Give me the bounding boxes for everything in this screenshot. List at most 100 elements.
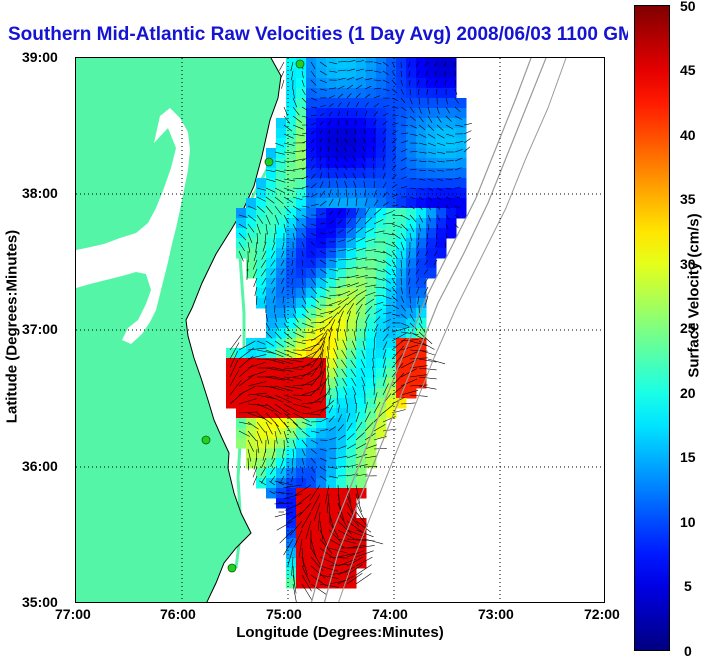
velocity-arrow [391, 304, 399, 310]
velocity-arrow [283, 304, 285, 314]
velocity-cell [296, 68, 307, 79]
velocity-arrow [409, 124, 418, 129]
velocity-cell [266, 428, 277, 439]
velocity-arrow [310, 156, 315, 162]
velocity-arrow [364, 198, 368, 207]
velocity-cell [296, 488, 307, 499]
velocity-arrow [408, 61, 411, 68]
velocity-arrow [382, 341, 388, 351]
velocity-cell [416, 58, 427, 69]
velocity-arrow [427, 142, 436, 147]
velocity-arrow [319, 367, 326, 387]
velocity-arrow [391, 88, 398, 94]
velocity-arrow [382, 128, 387, 135]
velocity-arrow [373, 448, 387, 450]
velocity-arrow [425, 61, 429, 66]
velocity-cell [296, 78, 307, 89]
velocity-cell [286, 308, 297, 319]
velocity-arrow [382, 232, 394, 236]
map-panel[interactable] [75, 57, 605, 603]
velocity-cell [396, 278, 407, 289]
velocity-arrow [346, 274, 359, 279]
velocity-cell [376, 108, 387, 119]
velocity-arrow [445, 124, 454, 130]
velocity-arrow [327, 375, 330, 387]
velocity-cell [316, 58, 327, 69]
velocity-cell [296, 328, 307, 339]
velocity-arrow [310, 407, 329, 414]
velocity-arrow [445, 223, 449, 229]
velocity-arrow [327, 155, 330, 162]
velocity-arrow [346, 422, 353, 432]
velocity-arrow [435, 241, 438, 248]
velocity-cell [386, 208, 397, 219]
velocity-cell [436, 138, 447, 149]
velocity-arrow [415, 259, 420, 266]
velocity-cell [316, 398, 327, 409]
velocity-cell [236, 228, 247, 239]
velocity-arrow [283, 115, 291, 124]
velocity-arrow [391, 338, 406, 351]
velocity-cell [336, 108, 347, 119]
velocity-cell [286, 108, 297, 119]
velocity-arrow [310, 164, 315, 171]
velocity-cell [316, 448, 327, 459]
velocity-arrow [409, 384, 428, 387]
velocity-arrow [418, 331, 433, 345]
velocity-arrow [310, 565, 326, 579]
velocity-arrow [333, 348, 339, 360]
velocity-arrow [427, 106, 431, 115]
velocity-cell [436, 148, 447, 159]
velocity-cell [296, 578, 307, 589]
velocity-arrow [301, 331, 316, 334]
velocity-cell [376, 278, 387, 289]
velocity-arrow [364, 284, 377, 288]
velocity-arrow [259, 480, 267, 486]
velocity-arrow [355, 93, 361, 99]
velocity-arrow [326, 365, 330, 378]
velocity-cell [316, 358, 327, 369]
velocity-arrow [355, 282, 368, 288]
velocity-cell [286, 218, 297, 229]
velocity-arrow [382, 277, 391, 284]
velocity-cell [386, 388, 397, 399]
velocity-cell [346, 208, 357, 219]
velocity-arrow [291, 277, 294, 285]
velocity-cell [356, 158, 367, 169]
velocity-cell [446, 88, 457, 99]
velocity-cell [266, 358, 277, 369]
velocity-arrow [417, 79, 420, 86]
velocity-cell [386, 58, 397, 69]
colorbar-tick-label: 40 [680, 127, 696, 143]
velocity-arrow [391, 174, 397, 180]
velocity-cell [366, 298, 377, 309]
velocity-cell [306, 188, 317, 199]
velocity-arrow [319, 121, 324, 126]
velocity-cell [296, 458, 307, 469]
velocity-arrow [247, 403, 267, 407]
velocity-cell [376, 358, 387, 369]
velocity-arrow [424, 259, 429, 266]
velocity-arrow [346, 310, 351, 324]
velocity-arrow [424, 250, 429, 257]
velocity-arrow [355, 421, 363, 432]
velocity-cell [336, 328, 347, 339]
velocity-cell [326, 428, 337, 439]
velocity-arrow [418, 106, 422, 114]
velocity-cell [366, 388, 377, 399]
velocity-arrow [346, 266, 359, 270]
velocity-cell [346, 578, 357, 589]
velocity-cell [306, 568, 317, 579]
velocity-arrow [355, 110, 358, 117]
velocity-arrow [335, 147, 339, 153]
velocity-cell [326, 158, 337, 169]
velocity-arrow [427, 187, 434, 191]
velocity-cell [316, 78, 327, 89]
velocity-cell [266, 248, 277, 259]
velocity-arrow [335, 385, 339, 396]
velocity-arrow [310, 259, 315, 266]
velocity-arrow [400, 132, 409, 135]
velocity-cell [426, 168, 437, 179]
velocity-arrow [391, 372, 405, 387]
velocity-arrow [346, 529, 365, 537]
